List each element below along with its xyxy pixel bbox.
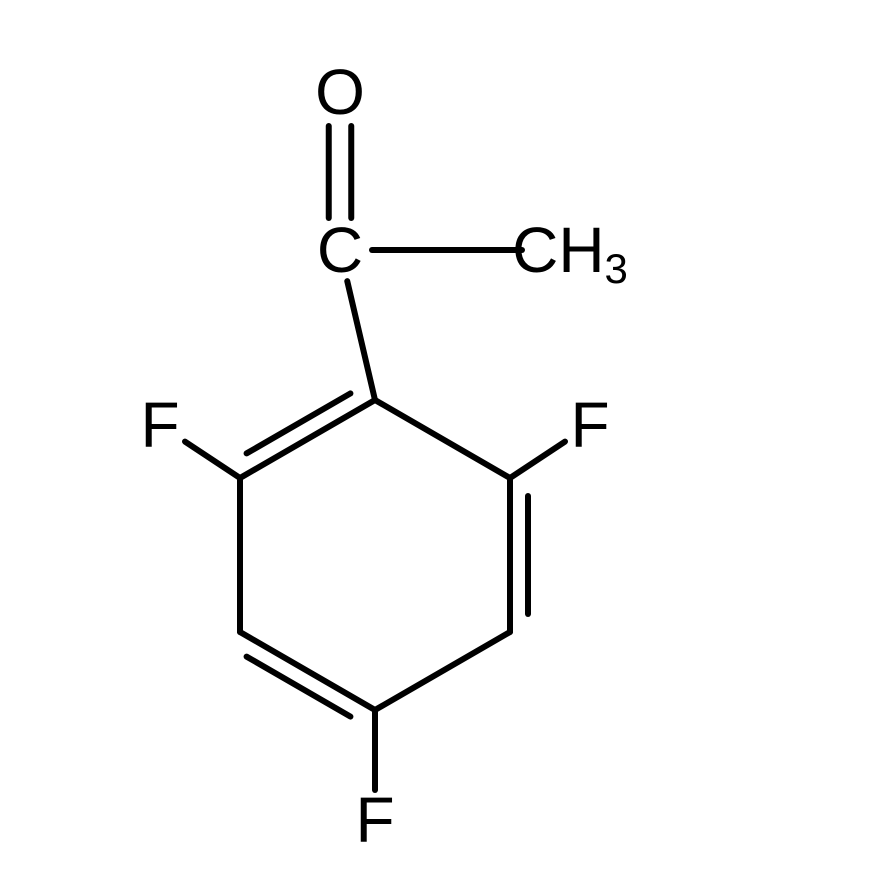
- atom-label-F_bottom: F: [355, 784, 394, 856]
- chemical-structure: O C CH3 F F F: [0, 0, 890, 890]
- atom-label-O: O: [315, 56, 365, 128]
- atom-label-CH3: CH3: [512, 214, 628, 292]
- atom-label-C1: C: [317, 214, 363, 286]
- atom-label-F_top_left: F: [140, 389, 179, 461]
- atom-label-F_top_right: F: [570, 389, 609, 461]
